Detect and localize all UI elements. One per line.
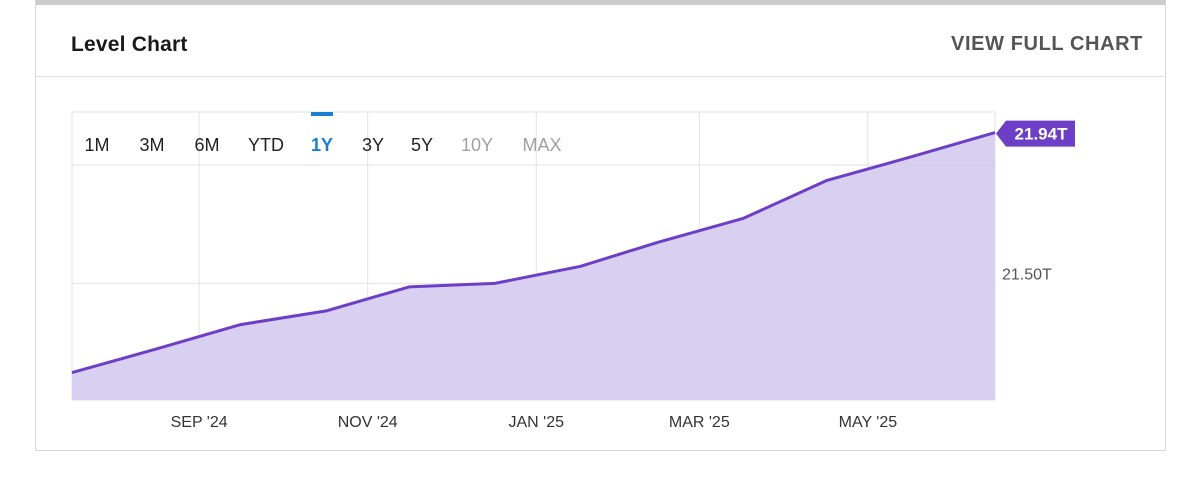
series-line	[71, 131, 996, 375]
view-full-chart-link[interactable]: VIEW FULL CHART	[951, 33, 1143, 55]
x-tick-label: JAN '25	[508, 414, 564, 431]
y-tick-label: 21.50T	[1002, 266, 1052, 283]
range-1y[interactable]: 1Y	[311, 135, 333, 155]
range-3y[interactable]: 3Y	[362, 135, 384, 155]
last-value-flag	[996, 120, 1075, 147]
range-active-indicator	[311, 112, 333, 116]
range-ytd[interactable]: YTD	[248, 135, 284, 155]
x-tick-label: NOV '24	[338, 414, 398, 431]
area-fill	[72, 132, 995, 400]
last-value-label: 21.94T	[1015, 125, 1069, 144]
range-5y[interactable]: 5Y	[411, 135, 433, 155]
range-10y: 10Y	[461, 135, 493, 155]
x-tick-label: SEP '24	[171, 414, 228, 431]
card-title: Level Chart	[71, 33, 188, 56]
x-tick-label: MAY '25	[839, 414, 898, 431]
range-6m[interactable]: 6M	[194, 135, 219, 155]
range-1m[interactable]: 1M	[84, 135, 109, 155]
range-max: MAX	[522, 135, 561, 155]
card-header: Level Chart VIEW FULL CHART	[36, 5, 1165, 77]
x-tick-label: MAR '25	[669, 414, 730, 431]
range-3m[interactable]: 3M	[139, 135, 164, 155]
